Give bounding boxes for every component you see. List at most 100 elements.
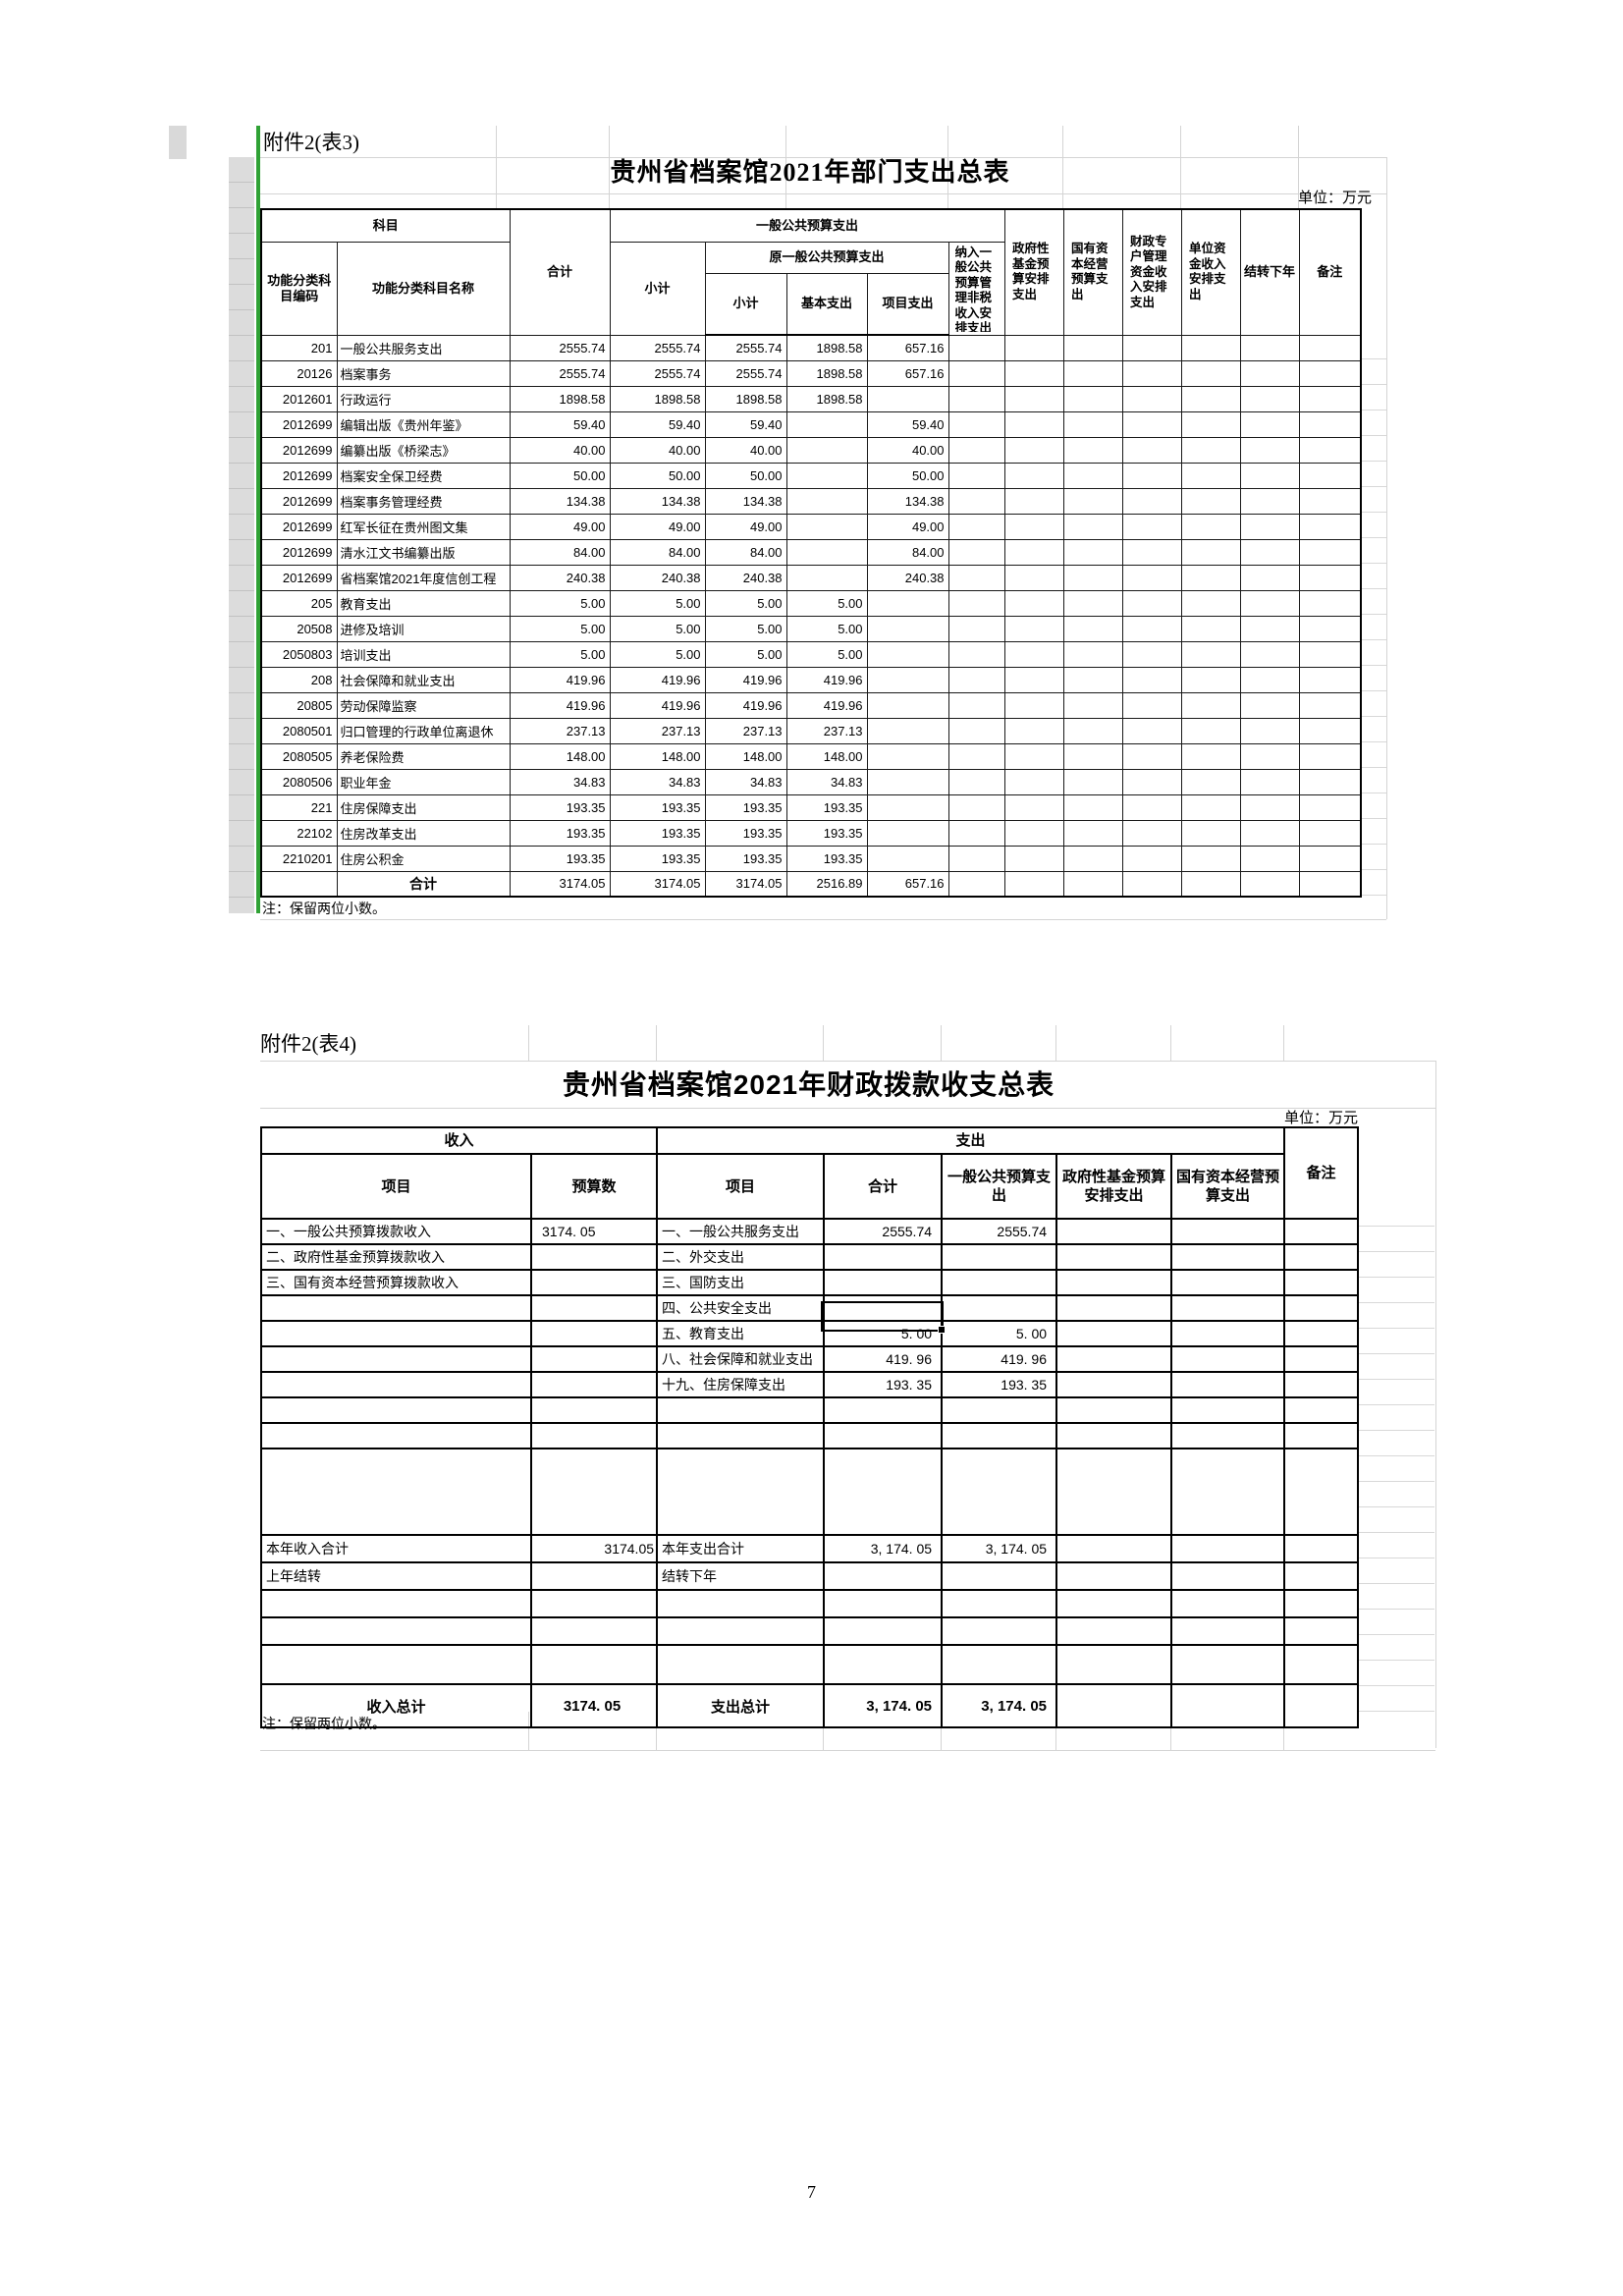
cell-carry [1239, 462, 1300, 489]
cell-subtotal2: 5.00 [704, 589, 787, 617]
cell-remark [1283, 1294, 1360, 1322]
cell-remark [1298, 487, 1362, 515]
cell-gov_fund [1003, 385, 1064, 412]
cell-non_tax [947, 793, 1005, 821]
table4-body: 一、一般公共预算拨款收入 3174. 05 一、一般公共服务支出 2555.74 255… [260, 1218, 1360, 1728]
cell-subtotal2: 84.00 [704, 538, 787, 566]
gridline [1062, 126, 1063, 208]
cell-total: 237.13 [509, 717, 611, 744]
cell-state_capital [1062, 385, 1123, 412]
expenditure-summary-table: 科目 合计 一般公共预算支出 政府性基金预算安排支出 国有资本经营预算支出 财政… [260, 208, 1363, 898]
cell-total: 134.38 [509, 487, 611, 515]
cell-name: 清水江文书编纂出版 [336, 538, 511, 566]
cell-in_item [260, 1371, 532, 1398]
cell-state_capital [1062, 640, 1123, 668]
cell-state_capital [1170, 1616, 1286, 1646]
cell-carry [1239, 819, 1300, 847]
cell-non_tax [947, 564, 1005, 591]
cell-basic [785, 564, 868, 591]
cell-name: 归口管理的行政单位离退休 [336, 717, 511, 744]
selected-cell-cursor[interactable] [821, 1301, 946, 1334]
header-remark: 备注 [1283, 1126, 1360, 1220]
fill-handle[interactable] [938, 1326, 946, 1334]
cell-carry [1239, 436, 1300, 464]
cell-name: 职业年金 [336, 768, 511, 795]
cell-subtotal2: 240.38 [704, 564, 787, 591]
cell-code: 201 [260, 334, 338, 361]
cell-basic: 1898.58 [785, 385, 868, 412]
cell-project [866, 691, 949, 719]
cell-total: 2555.74 [509, 359, 611, 387]
gridline [1170, 1712, 1171, 1750]
cell-carry [1239, 768, 1300, 795]
attachment-label-table4: 附件2(表4) [260, 1032, 356, 1056]
cell-fiscal_account [1121, 410, 1182, 438]
cell-gov_fund [1003, 564, 1064, 591]
cell-non_tax [947, 538, 1005, 566]
header-state-capital-budget: 国有资本经营预算支出 [1062, 208, 1123, 336]
table-row: 201 一般公共服务支出 2555.74 2555.74 2555.74 1898.58 6… [260, 334, 1362, 361]
cell-unit_fund [1180, 564, 1241, 591]
cell-total: 84.00 [509, 538, 611, 566]
cell-ex_item [656, 1616, 826, 1646]
cell-state_capital [1062, 359, 1123, 387]
cell-state_capital [1062, 538, 1123, 566]
cell-total: 193. 35 [823, 1371, 944, 1398]
header-gov-fund-budget: 政府性基金预算安排支出 [1055, 1153, 1173, 1220]
table-row: 2080506 职业年金 34.83 34.83 34.83 34.83 [260, 768, 1362, 795]
table-row: 221 住房保障支出 193.35 193.35 193.35 193.35 [260, 793, 1362, 821]
cell-gov_fund [1003, 538, 1064, 566]
gridline [1283, 1025, 1284, 1061]
cell-code: 2080501 [260, 717, 338, 744]
cell-basic [785, 436, 868, 464]
cell-gov_fund [1003, 793, 1064, 821]
cell-fiscal_account [1121, 615, 1182, 642]
header-unit-fund-text: 单位资金收入安排支出 [1189, 242, 1226, 301]
cell-code: 221 [260, 793, 338, 821]
cell-project [866, 768, 949, 795]
table-row: 20508 进修及培训 5.00 5.00 5.00 5.00 [260, 615, 1362, 642]
cell-fiscal_account [1121, 487, 1182, 515]
cell-carry [1239, 538, 1300, 566]
cell-in_item: 本年收入合计 [260, 1534, 532, 1563]
cell-total [823, 1589, 944, 1618]
gridline [1055, 1025, 1056, 1061]
cell-general: 193. 35 [941, 1371, 1058, 1398]
cell-general [941, 1616, 1058, 1646]
cell-remark [1283, 1345, 1360, 1373]
cell-project [866, 666, 949, 693]
cell-basic: 419.96 [785, 666, 868, 693]
table-row: 2012699 编纂出版《桥梁志》 40.00 40.00 40.00 40.00 [260, 436, 1362, 464]
cell-total: 40.00 [509, 436, 611, 464]
cell-gov_fund [1003, 640, 1064, 668]
table-row: 208 社会保障和就业支出 419.96 419.96 419.96 419.96 [260, 666, 1362, 693]
cell-amount [529, 1371, 659, 1398]
cell-unit_fund [1180, 691, 1241, 719]
cell-subtotal2: 5.00 [704, 640, 787, 668]
cell-in_item [260, 1422, 532, 1449]
cell-total: 3, 174. 05 [823, 1534, 944, 1563]
cell-code: 2012699 [260, 410, 338, 438]
cell-unit_fund [1180, 666, 1241, 693]
cell-subtotal2: 148.00 [704, 742, 787, 770]
cell-total [823, 1422, 944, 1449]
cell-state_capital [1170, 1320, 1286, 1347]
cell-name: 合计 [336, 870, 511, 898]
cell-carry [1239, 691, 1300, 719]
cell-name: 档案事务管理经费 [336, 487, 511, 515]
gridline [785, 126, 786, 208]
cell-total: 240.38 [509, 564, 611, 591]
cell-total: 1898.58 [509, 385, 611, 412]
cell-state_capital [1170, 1589, 1286, 1618]
cell-gov_fund [1003, 870, 1064, 898]
cell-in_item: 三、国有资本经营预算拨款收入 [260, 1269, 532, 1296]
cell-code: 2012699 [260, 436, 338, 464]
cell-non_tax [947, 615, 1005, 642]
cell-gov_fund [1003, 742, 1064, 770]
cell-code: 2012699 [260, 538, 338, 566]
table-row: 2012699 档案安全保卫经费 50.00 50.00 50.00 50.00 [260, 462, 1362, 489]
cell-carry [1239, 640, 1300, 668]
cell-project: 49.00 [866, 513, 949, 540]
cell-state_capital [1062, 436, 1123, 464]
cell-gov_fund [1003, 615, 1064, 642]
